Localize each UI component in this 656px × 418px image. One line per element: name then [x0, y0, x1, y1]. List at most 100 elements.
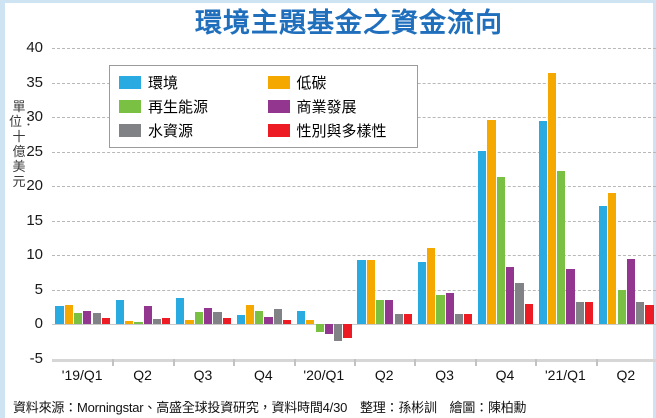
legend-swatch-icon — [119, 75, 141, 89]
bar-再生能源 — [496, 177, 505, 325]
chart-title: 環境主題基金之資金流向 — [195, 8, 503, 38]
x-axis-tick-label: '20/Q1 — [303, 367, 345, 383]
x-axis-tick — [474, 359, 477, 366]
x-axis-tick-label: Q3 — [193, 367, 213, 383]
x-axis-tick — [414, 359, 417, 366]
bar-環境 — [236, 314, 245, 325]
bar-商業發展 — [143, 305, 152, 325]
bar-性別與多樣性 — [524, 303, 533, 325]
bar-商業發展 — [566, 269, 575, 325]
chart-legend: 環境 低碳再生能源 商業發展水資源 性別與多樣性 — [109, 65, 418, 148]
bar-再生能源 — [73, 313, 83, 325]
gridline — [52, 151, 656, 153]
legend-item-再生能源: 再生能源 — [119, 94, 262, 118]
bar-group — [52, 48, 112, 359]
bar-水資源 — [515, 282, 524, 325]
bar-group — [414, 48, 474, 359]
bar-性別與多樣性 — [464, 314, 473, 325]
bar-性別與多樣性 — [403, 314, 413, 325]
x-axis-tick-label: Q2 — [374, 367, 394, 383]
legend-swatch-icon — [267, 99, 290, 113]
bar-低碳 — [427, 248, 436, 325]
bar-低碳 — [366, 260, 375, 325]
bar-性別與多樣性 — [645, 305, 654, 325]
y-axis-tick-label: 35 — [26, 73, 43, 91]
legend-label: 水資源 — [148, 123, 194, 141]
bar-水資源 — [92, 313, 101, 325]
bar-環境 — [115, 299, 124, 325]
x-axis-tick — [535, 359, 538, 366]
legend-item-低碳: 低碳 — [267, 70, 411, 94]
bar-環境 — [296, 310, 306, 325]
bar-再生能源 — [557, 171, 566, 325]
bar-環境 — [176, 298, 185, 325]
y-axis-tick-label: 20 — [26, 177, 43, 195]
x-axis-tick-label: Q4 — [495, 367, 515, 383]
x-axis-tick-label: '19/Q1 — [61, 367, 103, 383]
bar-環境 — [598, 205, 608, 325]
bar-水資源 — [575, 302, 584, 325]
y-axis-tick-label: 25 — [26, 142, 43, 160]
x-axis-tick-label: Q2 — [133, 367, 152, 383]
plot-area: 40 35 30 25 20 15 10 5 0 -5 — [26, 39, 656, 367]
legend-swatch-icon — [119, 124, 141, 138]
bar-性別與多樣性 — [585, 301, 594, 325]
bar-低碳 — [125, 320, 134, 325]
bar-再生能源 — [617, 289, 626, 325]
bar-水資源 — [394, 314, 403, 325]
x-axis-tick — [112, 359, 115, 366]
bar-低碳 — [245, 305, 255, 325]
bar-商業發展 — [204, 307, 213, 325]
bar-環境 — [478, 150, 487, 325]
y-axis-tick-label: 0 — [34, 315, 43, 333]
legend-swatch-icon — [119, 99, 141, 113]
legend-swatch-icon — [267, 124, 290, 138]
bar-商業發展 — [385, 299, 394, 325]
y-axis-tick-label: 5 — [34, 280, 43, 298]
bar-水資源 — [213, 312, 222, 325]
gridline — [52, 186, 656, 188]
x-axis-tick — [172, 359, 175, 366]
bar-低碳 — [547, 72, 557, 325]
bar-環境 — [55, 305, 64, 325]
bar-商業發展 — [626, 258, 636, 325]
y-axis-tick-label: -5 — [29, 350, 43, 367]
gridline — [52, 324, 656, 326]
bar-環境 — [357, 260, 366, 325]
legend-item-性別與多樣性: 性別與多樣性 — [267, 119, 411, 143]
bar-水資源 — [152, 318, 162, 325]
bar-再生能源 — [315, 324, 324, 333]
legend-label: 商業發展 — [296, 98, 357, 116]
bar-低碳 — [185, 320, 194, 325]
bar-低碳 — [64, 305, 73, 325]
bar-性別與多樣性 — [283, 320, 292, 325]
x-axis-tick-label: '21/Q1 — [544, 367, 586, 383]
bar-水資源 — [454, 314, 464, 325]
bar-性別與多樣性 — [222, 318, 231, 325]
bar-再生能源 — [134, 321, 143, 325]
bar-環境 — [417, 262, 426, 325]
gridline — [52, 48, 656, 49]
bar-水資源 — [334, 324, 343, 342]
bar-性別與多樣性 — [343, 324, 352, 338]
bar-商業發展 — [445, 293, 454, 325]
bar-水資源 — [273, 309, 282, 325]
y-axis-tick-label: 10 — [26, 246, 43, 264]
x-axis-tick-label: Q2 — [616, 367, 636, 383]
bar-group — [354, 48, 414, 359]
bar-商業發展 — [506, 267, 515, 325]
x-axis-tick — [595, 359, 598, 366]
y-axis-title: 單位：十億美元 — [9, 99, 36, 189]
legend-label: 再生能源 — [148, 98, 209, 116]
bar-再生能源 — [436, 295, 445, 325]
legend-label: 環境 — [148, 74, 179, 92]
legend-label: 性別與多樣性 — [296, 123, 387, 141]
bar-水資源 — [636, 301, 645, 325]
gridline — [52, 255, 656, 257]
bar-低碳 — [487, 119, 496, 325]
bar-商業發展 — [264, 316, 273, 325]
legend-item-環境: 環境 — [119, 70, 262, 94]
bar-低碳 — [608, 193, 617, 325]
bar-group — [535, 48, 595, 359]
